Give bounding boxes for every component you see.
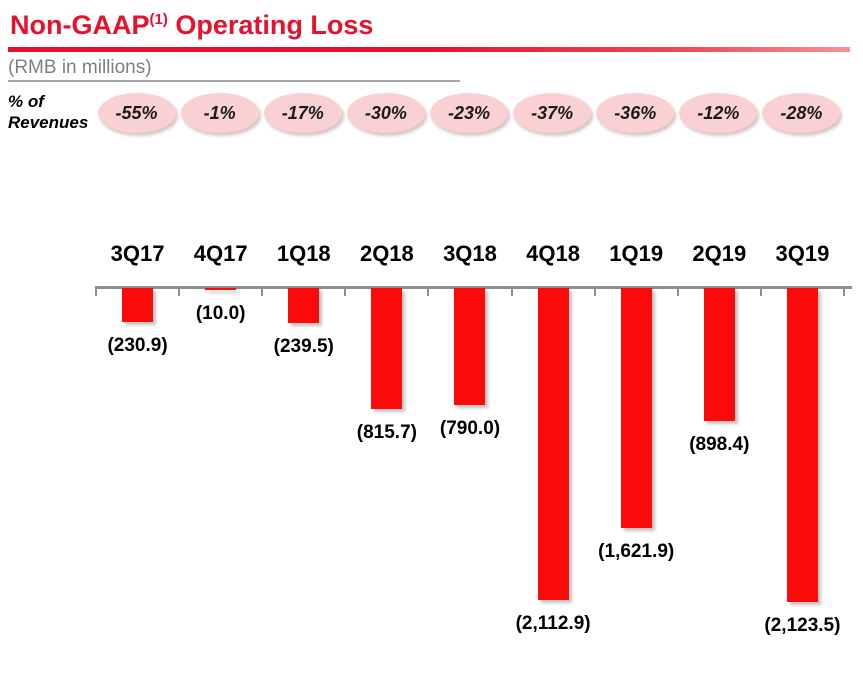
- value-label-1q19: (1,621.9): [598, 541, 675, 562]
- x-axis-label-2q19: 2Q19: [692, 241, 747, 266]
- value-label-2q18: (815.7): [356, 422, 417, 443]
- title-underline-rule: [8, 47, 850, 52]
- pct-ellipse-2q18: -30%: [346, 93, 425, 133]
- x-axis-tick: [842, 288, 845, 296]
- pct-of-revenues-caption: % of Revenues: [8, 91, 88, 133]
- x-axis-tick: [178, 288, 181, 296]
- value-label-3q19: (2,123.5): [764, 615, 841, 636]
- title-text-rest: Operating Loss: [167, 10, 374, 40]
- subtitle-underline-rule: [8, 80, 460, 82]
- pct-ellipse-1q19: -36%: [596, 93, 675, 133]
- bar-4q17: [205, 288, 237, 290]
- x-axis-label-2q18: 2Q18: [359, 241, 414, 266]
- x-axis-tick: [676, 288, 679, 296]
- x-axis-tick: [95, 288, 97, 296]
- x-axis-tick: [427, 288, 430, 296]
- pct-ellipse-4q17: -1%: [180, 93, 259, 133]
- pct-caption-line1: % of: [8, 92, 44, 111]
- title-text-main: Non-GAAP: [10, 10, 150, 40]
- value-label-3q17: (230.9): [107, 335, 168, 356]
- x-axis-tick: [759, 288, 762, 296]
- bar-4q18: [537, 288, 569, 600]
- x-axis-label-3q18: 3Q18: [443, 241, 497, 266]
- bar-3q19: [786, 288, 818, 602]
- pct-caption-line2: Revenues: [8, 113, 89, 132]
- pct-ellipse-3q19: -28%: [762, 93, 841, 133]
- bar-2q18: [371, 288, 403, 409]
- pct-ellipse-3q17: -55%: [97, 93, 176, 133]
- value-label-1q18: (239.5): [273, 336, 334, 357]
- x-axis-tick: [261, 288, 264, 296]
- title-superscript: (1): [149, 11, 168, 28]
- x-axis-tick: [510, 288, 513, 296]
- pct-ellipse-1q18: -17%: [263, 93, 342, 133]
- bar-3q17: [122, 288, 154, 322]
- bar-3q18: [454, 288, 486, 405]
- x-axis-label-3q19: 3Q19: [775, 241, 830, 266]
- units-label: (RMB in millions): [8, 57, 152, 78]
- x-axis-line: [95, 286, 852, 289]
- x-axis-label-1q19: 1Q19: [609, 241, 664, 266]
- value-label-4q18: (2,112.9): [515, 613, 591, 634]
- x-axis-label-4q17: 4Q17: [193, 241, 248, 266]
- value-label-2q19: (898.4): [689, 434, 750, 455]
- pct-ellipse-4q18: -37%: [513, 93, 592, 133]
- x-axis-label-4q18: 4Q18: [526, 241, 581, 266]
- x-axis-tick: [344, 288, 347, 296]
- slide-title: Non-GAAP(1) Operating Loss: [10, 10, 373, 41]
- value-label-4q17: (10.0): [195, 303, 246, 324]
- x-axis-label-3q17: 3Q17: [110, 241, 165, 266]
- x-axis-tick: [593, 288, 596, 296]
- bar-2q19: [703, 288, 735, 421]
- x-axis-label-1q18: 1Q18: [276, 241, 331, 266]
- bar-1q19: [620, 288, 652, 528]
- pct-ellipse-3q18: -23%: [429, 93, 508, 133]
- pct-ellipse-2q19: -12%: [679, 93, 758, 133]
- value-label-3q18: (790.0): [439, 418, 501, 439]
- bar-1q18: [288, 288, 320, 323]
